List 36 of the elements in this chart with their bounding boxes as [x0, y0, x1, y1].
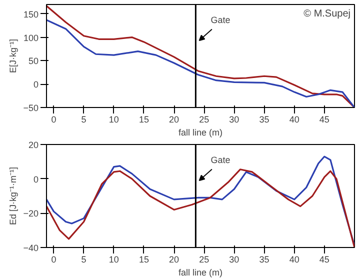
y-axis-title: Ed [J·kg⁻¹·m⁻¹]: [8, 166, 18, 225]
x-tick-label: 5: [81, 114, 86, 124]
x-tick-label: 45: [319, 114, 330, 124]
y-tick-label: 20: [28, 140, 39, 150]
y-tick-label: 150: [23, 9, 39, 20]
ref-line-label: Gate: [210, 155, 230, 166]
x-axis-title: fall line (m): [178, 268, 223, 278]
x-axis-title: fall line (m): [178, 128, 223, 138]
x-tick-label: 35: [259, 114, 270, 124]
x-tick-label: 25: [199, 114, 210, 124]
x-tick-label: 30: [229, 114, 240, 124]
x-tick-label: 20: [169, 254, 180, 264]
x-tick-label: 0: [51, 254, 56, 264]
y-tick-label: 0: [33, 80, 39, 90]
x-tick-label: 20: [169, 114, 180, 124]
x-tick-label: 45: [319, 254, 330, 264]
x-tick-label: 15: [138, 114, 149, 124]
x-tick-label: 5: [81, 254, 86, 264]
y-tick-label: 100: [23, 32, 39, 43]
x-tick-label: 40: [289, 114, 300, 124]
y-tick-label: −50: [23, 103, 39, 113]
x-tick-label: 40: [289, 254, 300, 264]
annotation: © M.Supej: [304, 8, 351, 20]
x-tick-label: 35: [259, 254, 270, 264]
y-tick-label: −40: [23, 243, 39, 253]
x-tick-label: 10: [108, 114, 119, 124]
x-tick-label: 25: [199, 254, 210, 264]
x-tick-label: 30: [229, 254, 240, 264]
y-axis-title: E[J·kg⁻¹]: [8, 38, 18, 73]
y-tick-label: 50: [28, 56, 39, 66]
x-tick-label: 10: [108, 254, 119, 264]
y-tick-label: −20: [23, 208, 39, 219]
ref-line-label: Gate: [210, 15, 230, 26]
x-tick-label: 15: [138, 254, 149, 264]
y-tick-label: 0: [33, 174, 39, 184]
x-tick-label: 0: [51, 114, 56, 124]
